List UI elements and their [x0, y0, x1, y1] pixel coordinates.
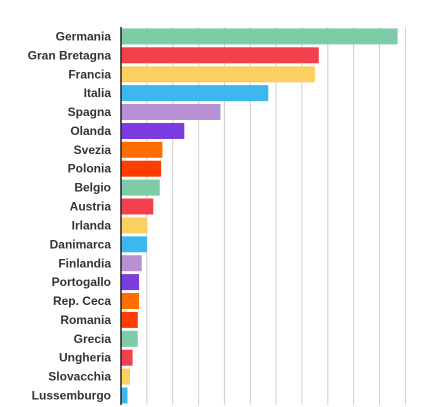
category-label: Spagna	[68, 105, 112, 119]
category-label: Belgio	[74, 181, 111, 195]
category-label: Germania	[56, 30, 112, 44]
category-label: Italia	[84, 86, 112, 100]
bar-irlanda	[121, 217, 147, 234]
bar-romania	[121, 311, 138, 328]
category-label: Ungheria	[59, 351, 111, 365]
category-label: Polonia	[68, 162, 112, 176]
bar-lussemburgo	[121, 387, 128, 404]
category-label: Finlandia	[58, 256, 111, 270]
category-label: Olanda	[70, 124, 111, 138]
category-label: Francia	[68, 67, 111, 81]
category-labels: Germania Gran Bretagna Francia Italia Spagna…	[28, 30, 112, 403]
category-label: Irlanda	[72, 218, 112, 232]
bar-polonia	[121, 160, 162, 177]
bar-grecia	[121, 330, 138, 347]
bar-olanda	[121, 123, 185, 139]
gridlines	[146, 27, 406, 405]
bar-ungheria	[121, 349, 133, 366]
bar-danimarca	[121, 236, 147, 253]
category-label: Gran Bretagna	[28, 48, 112, 62]
category-label: Svezia	[74, 143, 112, 157]
bar-austria	[121, 198, 154, 215]
category-label: Austria	[70, 200, 112, 214]
bars	[121, 28, 398, 404]
category-label: Danimarca	[50, 237, 112, 251]
bar-portogallo	[121, 274, 140, 291]
bar-italia	[121, 85, 269, 102]
bar-slovacchia	[121, 368, 130, 385]
category-label: Grecia	[74, 332, 112, 346]
category-label: Portogallo	[52, 275, 111, 289]
category-label: Rep. Ceca	[53, 294, 111, 308]
category-label: Slovacchia	[48, 370, 111, 384]
bar-rep-ceca	[121, 293, 140, 309]
bar-gran-bretagna	[121, 47, 319, 64]
category-label: Romania	[60, 313, 111, 327]
bar-svezia	[121, 141, 163, 158]
category-label: Lussemburgo	[32, 389, 111, 403]
bar-spagna	[121, 104, 221, 120]
bar-finlandia	[121, 255, 142, 272]
bar-belgio	[121, 179, 160, 196]
bar-francia	[121, 66, 315, 83]
bar-germania	[121, 28, 398, 45]
